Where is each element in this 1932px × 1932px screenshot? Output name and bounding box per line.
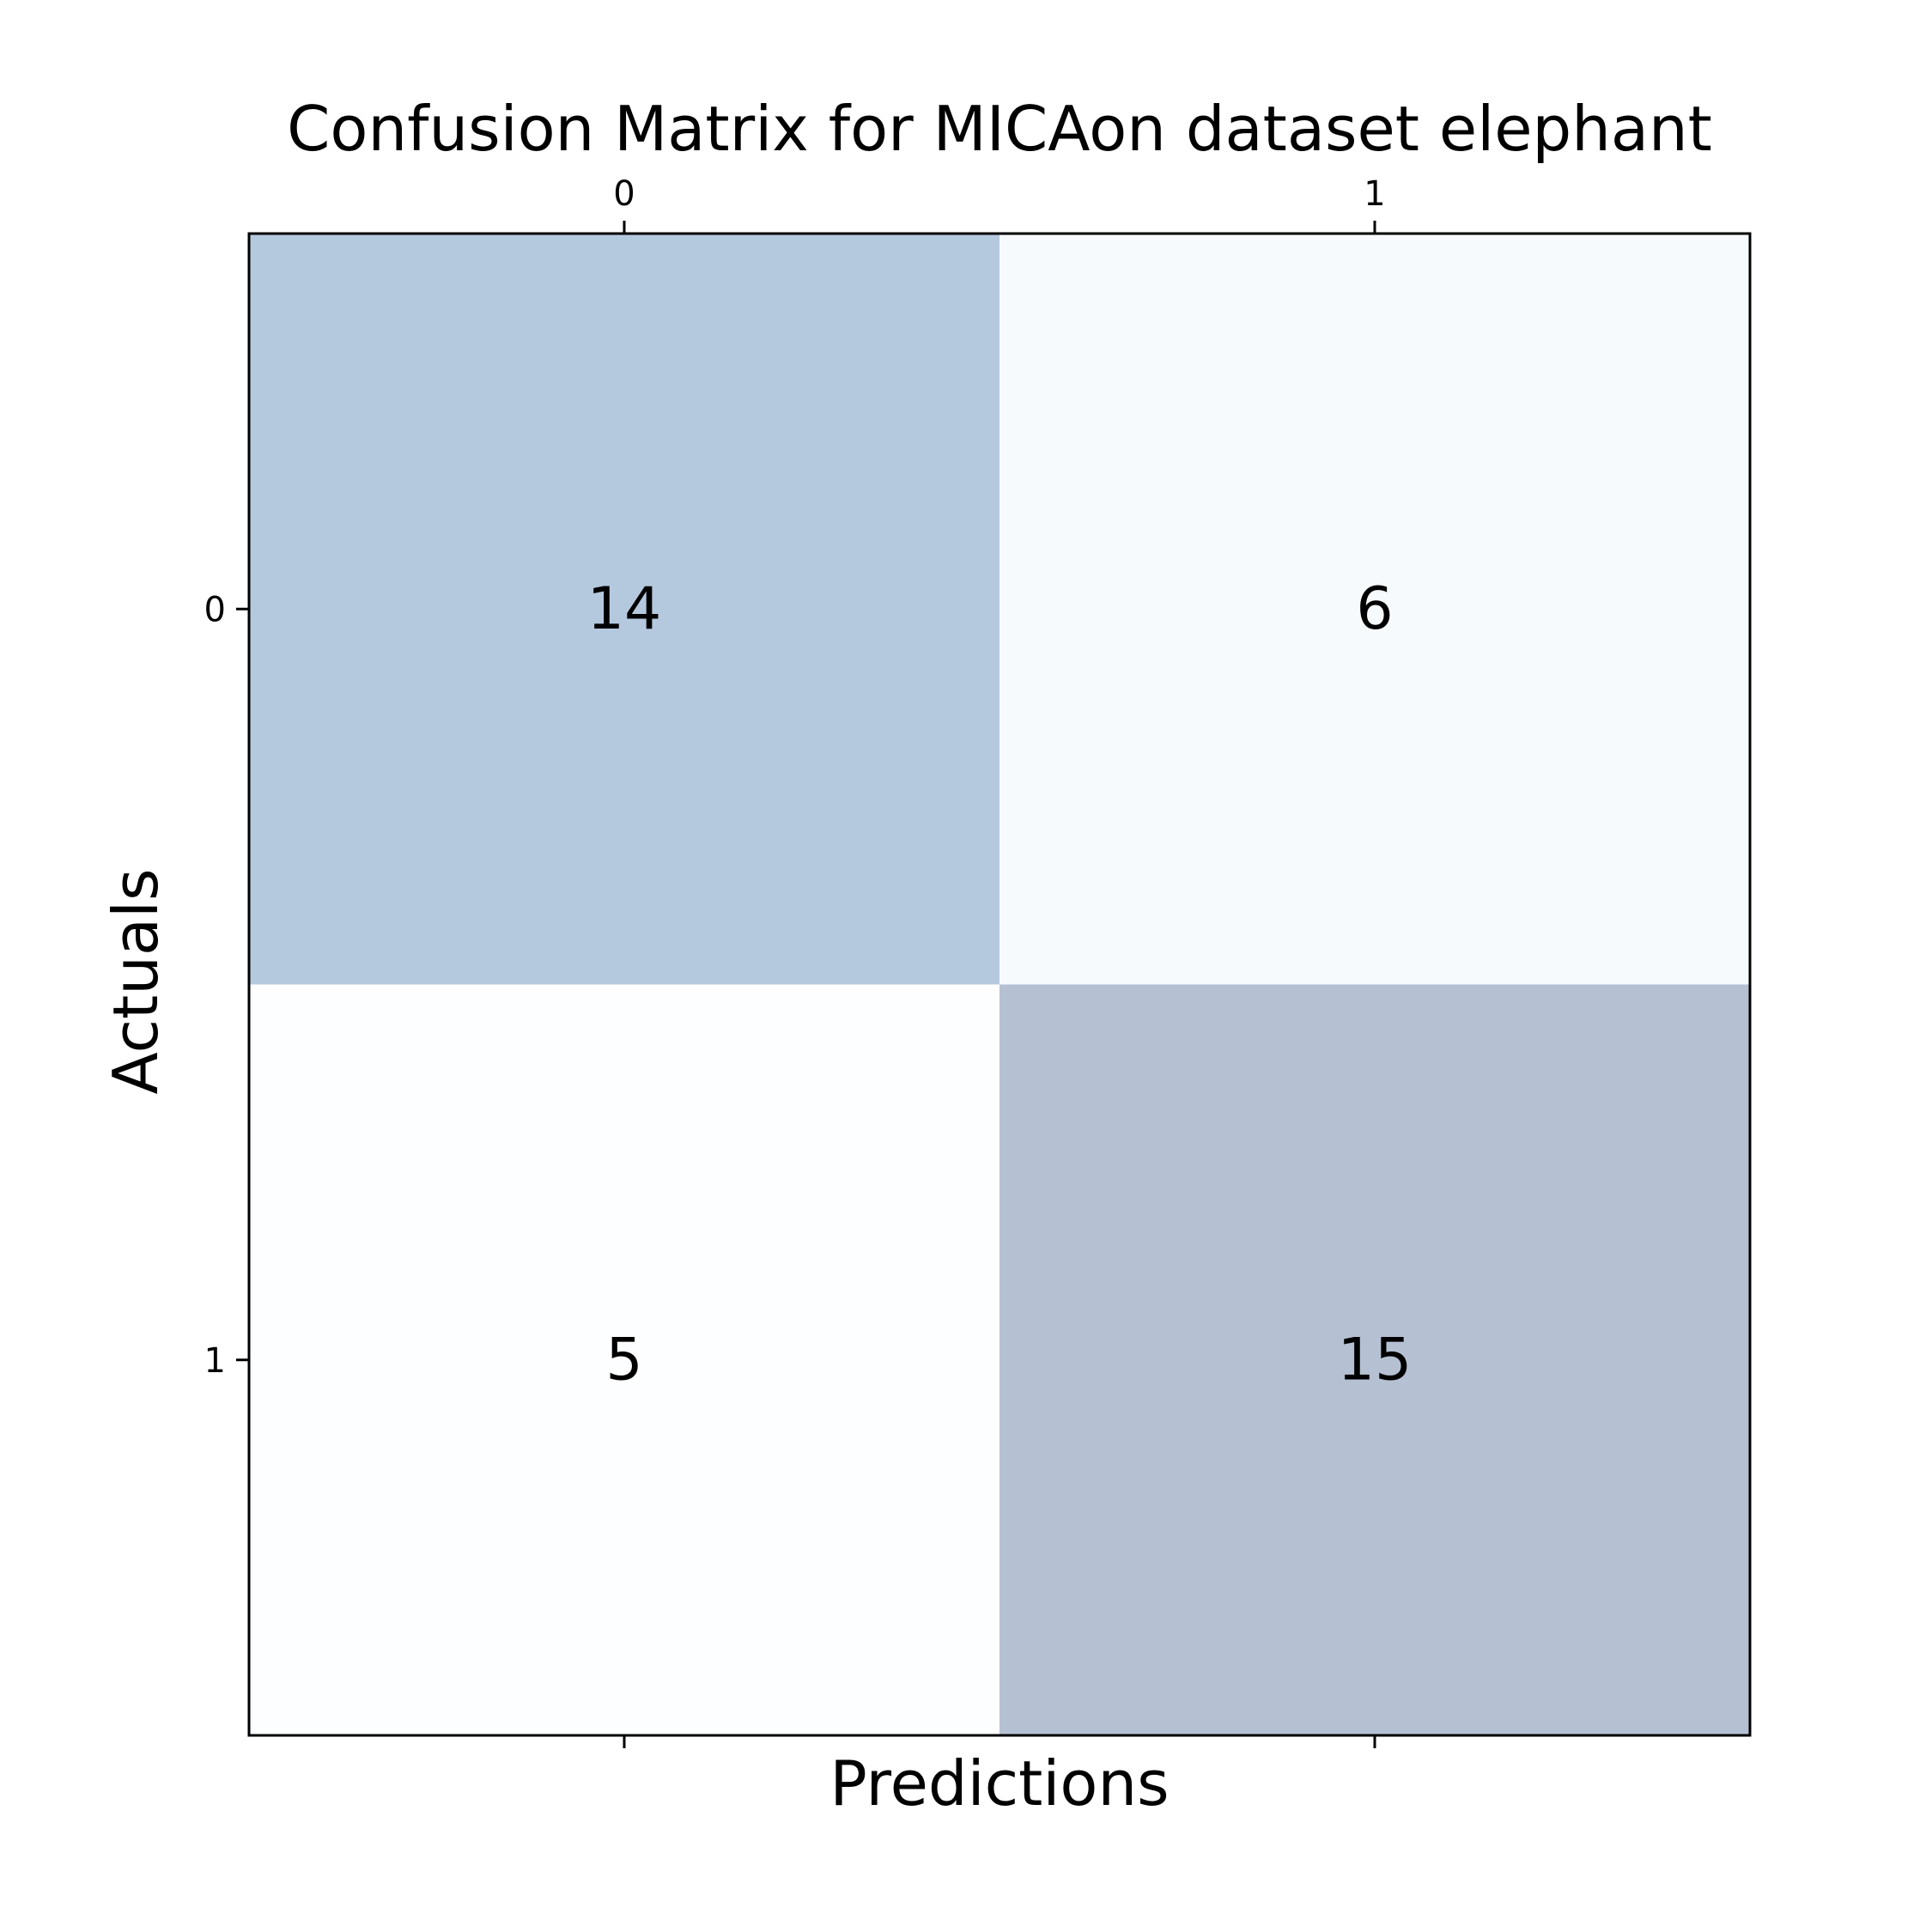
chart-title: Confusion Matrix for MICAon dataset elep… (287, 93, 1712, 165)
heatmap-cell-r1-c1 (999, 984, 1750, 1735)
y-axis-label: Actuals (100, 868, 172, 1094)
heatmap-cell-labels: 14 6 5 15 (587, 575, 1413, 1394)
heatmap-cell-r0-c1 (999, 234, 1750, 985)
axis-tick-labels: 0 1 0 1 (204, 174, 1386, 1381)
y-tick-label-0: 0 (204, 590, 226, 629)
x-tick-label-0: 0 (613, 174, 635, 214)
y-tick-label-1: 1 (204, 1341, 226, 1381)
x-axis-label: Predictions (829, 1747, 1169, 1820)
heatmap-cells (249, 234, 1750, 1735)
heatmap-cell-r0-c0 (249, 234, 999, 985)
cell-value-label-r0-c1: 6 (1356, 575, 1393, 643)
cell-value-label-r1-c1: 15 (1338, 1326, 1413, 1394)
cell-value-label-r1-c0: 5 (605, 1326, 642, 1394)
x-tick-label-1: 1 (1364, 174, 1385, 214)
axis-ticks (236, 221, 1376, 1748)
plot-frame (247, 232, 1752, 1737)
heatmap-cell-r1-c0 (249, 984, 999, 1735)
cell-value-label-r0-c0: 14 (587, 575, 662, 643)
